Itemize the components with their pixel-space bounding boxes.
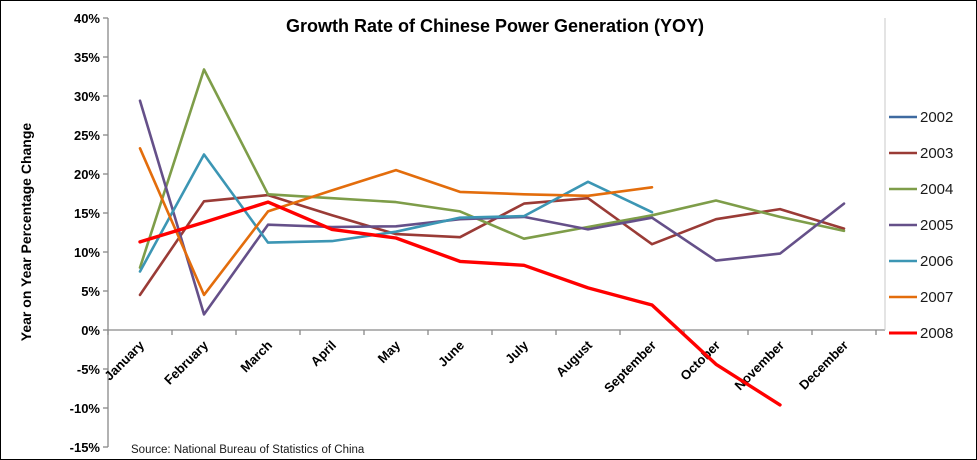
- legend-label-2005: 2005: [920, 217, 953, 234]
- month-label: August: [553, 337, 596, 380]
- y-tick-label: 25%: [74, 128, 100, 143]
- month-label: February: [161, 337, 211, 387]
- line-chart: 40%35%30%25%20%15%10%5%0%-5%-10%-15% Jan…: [1, 1, 976, 459]
- y-tick-label: -15%: [70, 440, 101, 455]
- legend-label-2007: 2007: [920, 289, 953, 306]
- legend-item-2008: 2008: [889, 325, 953, 342]
- x-axis-month-labels: JanuaryFebruaryMarchAprilMayJuneJulyAugu…: [101, 337, 851, 396]
- month-label: October: [677, 338, 723, 384]
- y-tick-label: 30%: [74, 89, 100, 104]
- y-tick-label: 40%: [74, 11, 100, 26]
- month-label: June: [435, 338, 467, 370]
- month-label: May: [375, 337, 404, 366]
- y-axis-title: Year on Year Percentage Change: [18, 123, 34, 342]
- legend-label-2004: 2004: [920, 181, 953, 198]
- y-axis-tick-labels: 40% 35% 30% 25% 20% 15% 10% 5% 0% -5% -10% -15%: [70, 11, 101, 455]
- y-tick-label: 10%: [74, 245, 100, 260]
- legend: 2002 2003 2004 2005 2006 2007 2008: [889, 109, 953, 342]
- axes: [103, 18, 885, 447]
- legend-item-2002: 2002: [889, 109, 953, 126]
- y-tick-label: 0%: [81, 323, 100, 338]
- y-tick-label: 35%: [74, 50, 100, 65]
- legend-item-2004: 2004: [889, 181, 953, 198]
- series-line-2006: [140, 155, 652, 272]
- legend-item-2005: 2005: [889, 217, 953, 234]
- month-label: March: [237, 337, 275, 375]
- legend-item-2007: 2007: [889, 289, 953, 306]
- y-tick-label: 15%: [74, 206, 100, 221]
- chart-title: Growth Rate of Chinese Power Generation …: [286, 16, 704, 36]
- series-lines: [140, 70, 844, 405]
- series-line-2004: [140, 70, 844, 268]
- month-label: November: [732, 338, 788, 394]
- month-label: December: [796, 338, 851, 393]
- y-tick-label: 5%: [81, 284, 100, 299]
- legend-label-2002: 2002: [920, 109, 953, 126]
- y-tick-label: -5%: [77, 362, 101, 377]
- source-note: Source: National Bureau of Statistics of…: [131, 444, 365, 456]
- y-tick-label: -10%: [70, 401, 101, 416]
- month-label: September: [601, 338, 659, 396]
- month-label: July: [502, 337, 532, 367]
- legend-item-2003: 2003: [889, 145, 953, 162]
- chart-frame: 40%35%30%25%20%15%10%5%0%-5%-10%-15% Jan…: [0, 0, 977, 460]
- month-label: April: [308, 338, 340, 370]
- legend-label-2008: 2008: [920, 325, 953, 342]
- y-tick-label: 20%: [74, 167, 100, 182]
- legend-label-2006: 2006: [920, 253, 953, 270]
- legend-item-2006: 2006: [889, 253, 953, 270]
- legend-label-2003: 2003: [920, 145, 953, 162]
